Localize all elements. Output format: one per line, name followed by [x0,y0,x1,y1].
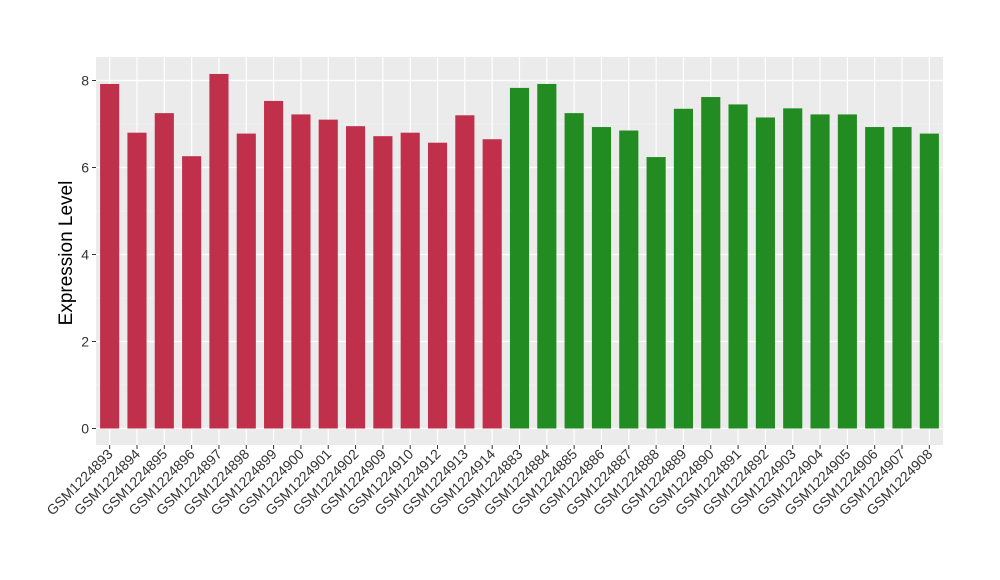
bar-GSM1224899 [264,100,284,429]
bar-GSM1224892 [755,117,775,429]
y-tick-label: 0 [81,421,89,437]
y-axis: 0 2 4 6 8 [81,73,96,437]
y-axis-title: Expression Level [56,181,77,326]
bar-GSM1224893 [100,83,120,429]
bar-GSM1224910 [400,132,420,429]
bar-GSM1224884 [537,83,557,429]
bar-GSM1224902 [346,126,366,429]
bar-GSM1224907 [892,127,912,429]
y-tick-label: 8 [81,73,89,89]
bar-GSM1224898 [236,133,256,429]
bar-GSM1224896 [182,156,202,429]
bar-GSM1224890 [701,97,721,429]
bar-GSM1224883 [509,87,530,429]
bar-GSM1224903 [783,108,803,429]
bar-GSM1224906 [865,127,885,429]
y-tick-label: 2 [81,334,89,350]
x-axis: GSM1224893GSM1224894GSM1224895GSM1224896… [43,445,936,518]
bar-GSM1224895 [154,113,174,429]
bar-GSM1224904 [810,114,830,429]
bar-GSM1224894 [127,132,147,429]
bar-GSM1224909 [373,136,393,429]
bar-GSM1224887 [619,130,639,429]
bar-GSM1224912 [427,142,448,429]
bar-GSM1224886 [591,127,612,429]
bar-GSM1224885 [564,113,584,429]
bar-GSM1224913 [455,115,475,429]
y-tick-label: 4 [81,247,89,263]
bar-GSM1224891 [728,104,748,429]
bar-GSM1224914 [482,139,502,429]
y-tick-label: 6 [81,160,89,176]
bar-GSM1224908 [919,133,939,429]
bar-GSM1224897 [209,73,229,429]
bar-GSM1224901 [318,119,338,429]
bar-GSM1224889 [673,108,693,429]
bar-GSM1224900 [291,114,311,429]
bar-GSM1224905 [837,114,857,429]
bars [100,73,939,429]
bar-GSM1224888 [646,157,666,429]
